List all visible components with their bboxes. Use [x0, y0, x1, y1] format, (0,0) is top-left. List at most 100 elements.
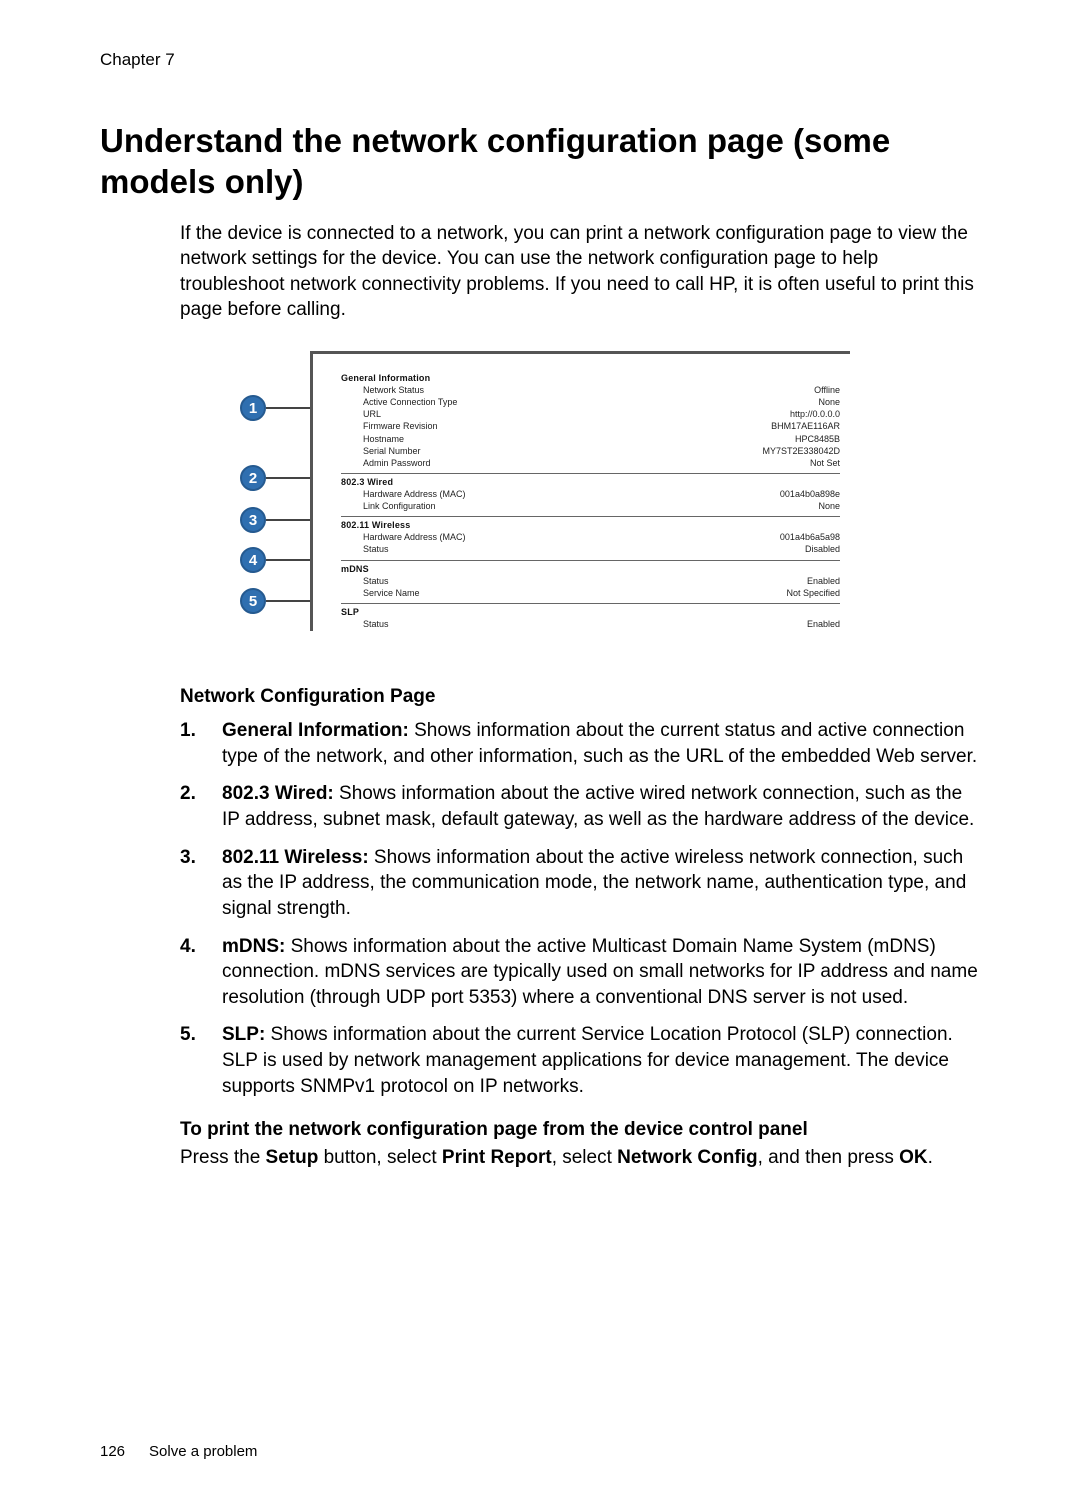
fig-row-l: Status	[363, 575, 389, 587]
fig-sec-title: 802.3 Wired	[341, 477, 840, 487]
list-item-body: Shows information about the active wired…	[222, 783, 974, 830]
callout-line	[266, 519, 311, 521]
list-item: SLP: Shows information about the current…	[180, 1022, 980, 1099]
fig-row-l: Firmware Revision	[363, 420, 438, 432]
fig-row: Status Disabled	[341, 543, 840, 555]
fig-row-r: Enabled	[807, 575, 840, 587]
proc-text: button, select	[318, 1147, 442, 1168]
callout-2: 2	[240, 465, 311, 491]
fig-row-r: None	[818, 396, 840, 408]
footer-section: Solve a problem	[149, 1443, 257, 1460]
procedure-heading: To print the network configuration page …	[180, 1119, 980, 1141]
fig-row: Link Configuration None	[341, 500, 840, 512]
callout-line	[266, 559, 311, 561]
page-title: Understand the network configuration pag…	[100, 120, 980, 203]
callout-1: 1	[240, 395, 311, 421]
fig-row: Hardware Address (MAC) 001a4b6a5a98	[341, 531, 840, 543]
fig-row: Service Name Not Specified	[341, 587, 840, 599]
proc-bold: Network Config	[617, 1147, 757, 1168]
fig-row-r: 001a4b6a5a98	[780, 531, 840, 543]
fig-row-r: MY7ST2E338042D	[762, 445, 840, 457]
fig-row-r: BHM17AE116AR	[771, 420, 840, 432]
fig-row-l: URL	[363, 408, 381, 420]
fig-row-l: Admin Password	[363, 457, 431, 469]
list-heading: Network Configuration Page	[180, 686, 980, 708]
callout-bubble: 2	[240, 465, 266, 491]
proc-bold: OK	[899, 1147, 928, 1168]
proc-bold: Setup	[266, 1147, 319, 1168]
fig-row-r: Not Specified	[786, 587, 840, 599]
fig-row-r: Disabled	[805, 543, 840, 555]
fig-row: Firmware Revision BHM17AE116AR	[341, 420, 840, 432]
fig-row: Serial Number MY7ST2E338042D	[341, 445, 840, 457]
list-item-title: SLP:	[222, 1024, 265, 1045]
fig-row-l: Serial Number	[363, 445, 421, 457]
list-item: 802.3 Wired: Shows information about the…	[180, 781, 980, 832]
procedure-body: Press the Setup button, select Print Rep…	[180, 1145, 980, 1171]
proc-text: , and then press	[758, 1147, 900, 1168]
list-item-title: General Information:	[222, 720, 409, 741]
proc-text: .	[928, 1147, 933, 1168]
fig-row: Admin Password Not Set	[341, 457, 840, 469]
fig-row: HostnameHPC8485B	[341, 433, 840, 445]
fig-sec-title: General Information	[341, 373, 840, 383]
page-footer: 126 Solve a problem	[100, 1443, 257, 1460]
proc-bold: Print Report	[442, 1147, 552, 1168]
callout-bubble: 5	[240, 588, 266, 614]
fig-row-r: Not Set	[810, 457, 840, 469]
list-item: General Information: Shows information a…	[180, 718, 980, 769]
fig-row: Status Enabled	[341, 618, 840, 630]
list-item-title: 802.11 Wireless:	[222, 847, 369, 868]
callout-bubble: 4	[240, 547, 266, 573]
fig-row: Active Connection Type None	[341, 396, 840, 408]
callout-line	[266, 600, 311, 602]
fig-row-l: Link Configuration	[363, 500, 436, 512]
fig-row-r: Offline	[814, 384, 840, 396]
fig-row: Network Status Offline	[341, 384, 840, 396]
list-item-body: Shows information about the current Serv…	[222, 1024, 953, 1096]
callout-4: 4	[240, 547, 311, 573]
fig-row-r: None	[818, 500, 840, 512]
fig-row-l: Service Name	[363, 587, 420, 599]
intro-paragraph: If the device is connected to a network,…	[180, 221, 980, 324]
fig-row-l: Network Status	[363, 384, 424, 396]
proc-text: , select	[552, 1147, 617, 1168]
list-item: mDNS: Shows information about the active…	[180, 934, 980, 1011]
description-list: General Information: Shows information a…	[180, 718, 980, 1099]
fig-row: Hardware Address (MAC) 001a4b0a898e	[341, 488, 840, 500]
list-item-title: mDNS:	[222, 936, 285, 957]
fig-row-r: 001a4b0a898e	[780, 488, 840, 500]
callout-5: 5	[240, 588, 311, 614]
fig-sec-title: 802.11 Wireless	[341, 520, 840, 530]
figure-container: 1 2 3 4 5	[240, 351, 980, 641]
callout-bubble: 1	[240, 395, 266, 421]
page-number: 126	[100, 1443, 125, 1460]
list-item: 802.11 Wireless: Shows information about…	[180, 845, 980, 922]
fig-section-wireless: 802.11 Wireless Hardware Address (MAC) 00…	[341, 517, 840, 560]
fig-row-l: Hardware Address (MAC)	[363, 488, 466, 500]
fig-row-l: Status	[363, 543, 389, 555]
fig-sec-title: mDNS	[341, 564, 840, 574]
callout-3: 3	[240, 507, 311, 533]
fig-section-general: General Information Network Status Offlin…	[341, 370, 840, 474]
fig-row-l: Active Connection Type	[363, 396, 457, 408]
proc-text: Press the	[180, 1147, 266, 1168]
fig-section-mdns: mDNS Status Enabled Service Name Not Speci…	[341, 561, 840, 604]
callout-line	[266, 477, 311, 479]
fig-row-l: Hardware Address (MAC)	[363, 531, 466, 543]
list-item-title: 802.3 Wired:	[222, 783, 334, 804]
fig-row: Status Enabled	[341, 575, 840, 587]
fig-row-r: HPC8485B	[795, 433, 840, 445]
fig-sec-title: SLP	[341, 607, 840, 617]
fig-section-slp: SLP Status Enabled	[341, 604, 840, 634]
fig-row: URL http://0.0.0.0	[341, 408, 840, 420]
fig-row-r: Enabled	[807, 618, 840, 630]
fig-section-wired: 802.3 Wired Hardware Address (MAC) 001a4b…	[341, 474, 840, 517]
figure-box: General Information Network Status Offlin…	[310, 351, 850, 631]
callout-line	[266, 407, 311, 409]
list-item-body: Shows information about the active Multi…	[222, 936, 978, 1008]
fig-row-l: Status	[363, 618, 389, 630]
chapter-label: Chapter 7	[100, 50, 980, 70]
callout-bubble: 3	[240, 507, 266, 533]
fig-row-r: http://0.0.0.0	[790, 408, 840, 420]
